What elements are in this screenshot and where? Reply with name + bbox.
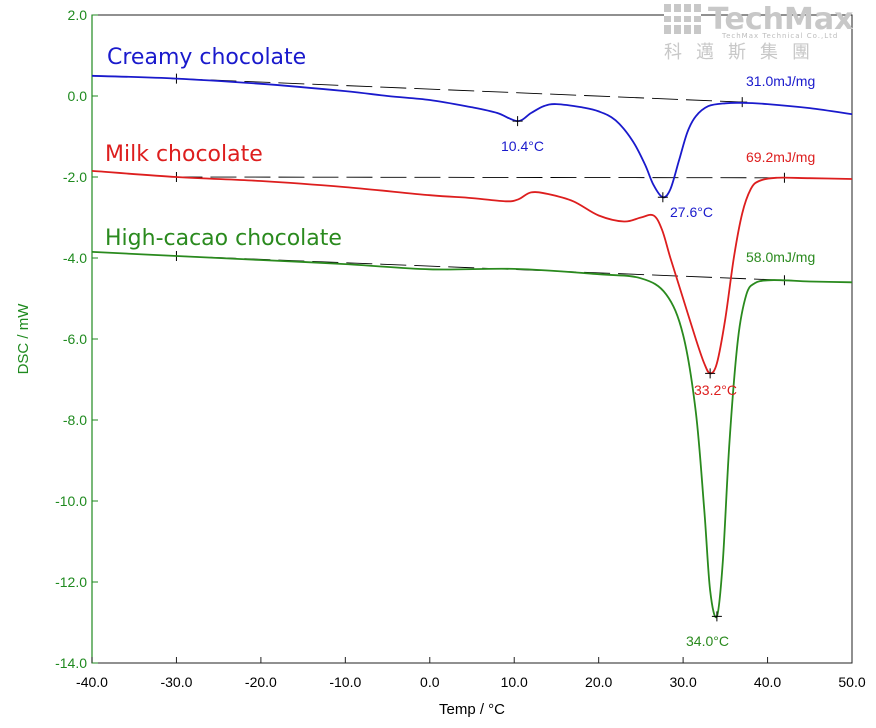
highcacao-enthalpy-label: 58.0mJ/mg (746, 249, 815, 265)
creamy-enthalpy-label: 31.0mJ/mg (746, 73, 815, 89)
techmax-logo: TechMax TechMax Technical Co.,Ltd 科邁斯集團 (664, 2, 853, 63)
y-tick-label: -10.0 (55, 493, 87, 509)
y-axis-title: DSC / mW (15, 303, 32, 375)
logo-chinese: 科邁斯集團 (664, 42, 824, 63)
x-tick-label: 50.0 (838, 674, 865, 690)
creamy-peak1-label: 10.4°C (501, 138, 544, 154)
y-tick-label: -4.0 (63, 250, 87, 266)
logo-mark-icon (664, 4, 701, 34)
series-name-creamy: Creamy chocolate (107, 45, 306, 70)
x-tick-label: 10.0 (501, 674, 528, 690)
x-tick-label: 40.0 (754, 674, 781, 690)
markers-layer (512, 116, 722, 622)
logo-subtitle: TechMax Technical Co.,Ltd (721, 32, 838, 40)
creamy-peak2-label: 27.6°C (670, 204, 713, 220)
peak-marker (705, 368, 716, 379)
x-tick-label: -30.0 (160, 674, 192, 690)
logo-name: TechMax (708, 2, 853, 37)
x-tick-label: 0.0 (420, 674, 440, 690)
peak-marker (711, 611, 722, 622)
x-axis-title: Temp / °C (439, 701, 505, 718)
x-tick-label: -40.0 (76, 674, 108, 690)
x-tick-label: 30.0 (669, 674, 696, 690)
baselines-layer (171, 73, 790, 286)
y-tick-label: -2.0 (63, 169, 87, 185)
ticks-layer: -40.0 -30.0 -20.0 -10.0 0.0 10.0 20.0 30.0 40.0 5… (55, 7, 866, 690)
y-tick-label: 2.0 (68, 7, 88, 23)
y-tick-label: -12.0 (55, 574, 87, 590)
peak-marker (512, 116, 523, 127)
y-tick-label: 0.0 (68, 88, 88, 104)
highcacao-peak-label: 34.0°C (686, 633, 729, 649)
series-layer (91, 74, 853, 619)
x-tick-label: -10.0 (329, 674, 361, 690)
milk-peak-label: 33.2°C (694, 382, 737, 398)
integration-baseline (176, 176, 785, 179)
x-tick-label: 20.0 (585, 674, 612, 690)
x-tick-label: -20.0 (245, 674, 277, 690)
series-line-milk (91, 170, 853, 375)
y-tick-label: -6.0 (63, 331, 87, 347)
series-line-creamy (91, 74, 853, 199)
series-name-milk: Milk chocolate (105, 142, 263, 167)
milk-enthalpy-label: 69.2mJ/mg (746, 149, 815, 165)
y-tick-label: -14.0 (55, 655, 87, 671)
peak-marker (657, 192, 668, 203)
y-tick-label: -8.0 (63, 412, 87, 428)
integration-baseline (176, 78, 743, 103)
series-name-highcacao: High-cacao chocolate (105, 226, 342, 251)
series-line-highcacao (91, 251, 853, 619)
